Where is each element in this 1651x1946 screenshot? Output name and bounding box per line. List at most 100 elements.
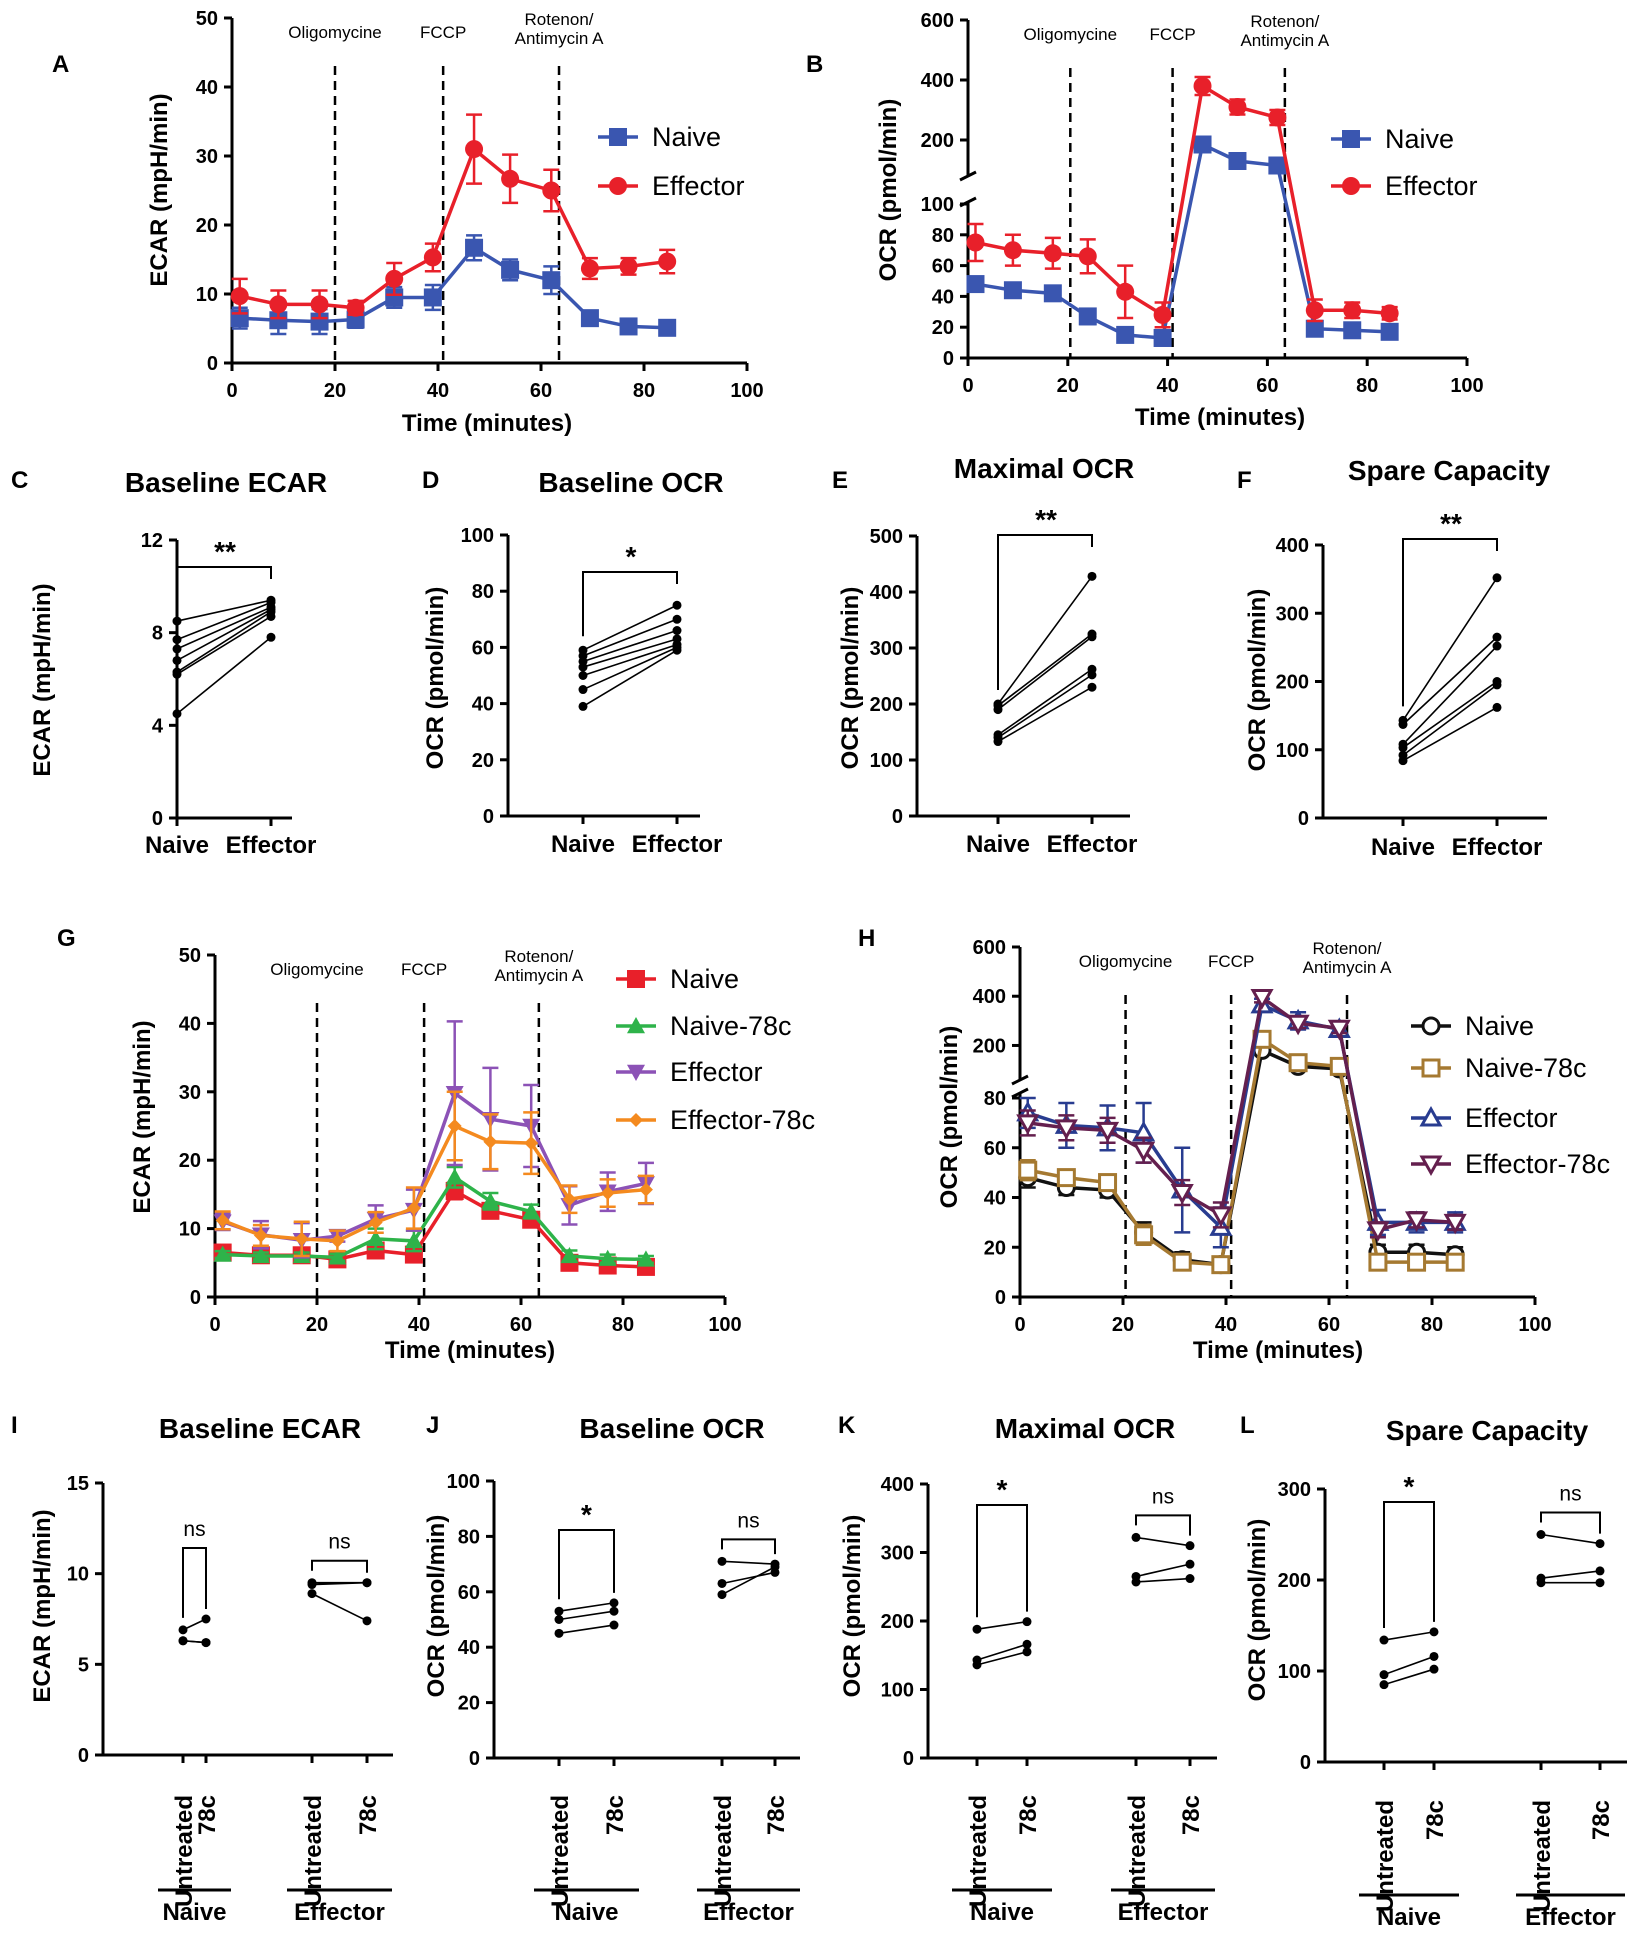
y-tick-label: 300 bbox=[881, 1543, 914, 1565]
data-point bbox=[172, 709, 182, 719]
data-point bbox=[1134, 1225, 1154, 1245]
y-tick-label: 200 bbox=[881, 1611, 914, 1633]
pair-line bbox=[976, 1651, 1028, 1666]
y-tick-label: 40 bbox=[458, 1637, 480, 1659]
legend-marker bbox=[1421, 1058, 1441, 1078]
data-point bbox=[178, 1625, 188, 1635]
data-point bbox=[609, 1598, 619, 1608]
category-label: Naive bbox=[145, 832, 209, 859]
legend-label: Effector-78c bbox=[1465, 1149, 1610, 1179]
data-point bbox=[1288, 1053, 1308, 1073]
y-tick-label: 300 bbox=[1276, 603, 1309, 625]
pair-line bbox=[997, 636, 1093, 711]
data-point bbox=[580, 309, 599, 328]
significance-label: ns bbox=[1152, 1485, 1174, 1508]
group-label: Effector bbox=[1525, 1904, 1616, 1931]
data-point bbox=[1492, 632, 1502, 642]
data-point bbox=[562, 1192, 577, 1207]
y-axis-label: OCR (pmol/min) bbox=[875, 99, 902, 282]
y-axis-label: ECAR (mpH/min) bbox=[29, 1509, 56, 1702]
category-label: Naive bbox=[966, 831, 1030, 858]
y-tick-label: 30 bbox=[196, 146, 218, 168]
x-axis-label: Time (minutes) bbox=[1135, 404, 1305, 431]
y-axis-label: ECAR (mpH/min) bbox=[29, 583, 56, 776]
data-point bbox=[522, 1202, 541, 1219]
data-point bbox=[328, 1248, 347, 1265]
data-point bbox=[307, 1580, 317, 1590]
category-label: Effector bbox=[1047, 831, 1138, 858]
injection-label: Oligomycine bbox=[270, 960, 364, 979]
data-point bbox=[717, 1556, 727, 1566]
data-point bbox=[1185, 1541, 1195, 1551]
injection-label: FCCP bbox=[1208, 952, 1254, 971]
data-point bbox=[1492, 573, 1502, 583]
panel-h: H 0 20 40 60 80 100 0 20 40 60 80 200 400 600 Time (min… bbox=[858, 925, 1610, 1364]
category-label: 78c bbox=[355, 1795, 382, 1835]
panel-label: J bbox=[426, 1412, 439, 1439]
x-tick-label: 20 bbox=[306, 1314, 328, 1336]
data-point bbox=[385, 288, 404, 307]
panel-d: D Baseline OCR 0 20 40 60 80 100 Naive Effector OC… bbox=[422, 467, 724, 858]
y-tick-label: 60 bbox=[984, 1138, 1006, 1160]
data-point bbox=[578, 671, 588, 680]
data-point bbox=[213, 1245, 232, 1262]
data-point bbox=[1429, 1627, 1439, 1637]
data-point bbox=[1056, 1168, 1076, 1188]
series-line bbox=[239, 245, 668, 330]
y-tick-label: 80 bbox=[984, 1088, 1006, 1110]
pair-line bbox=[176, 636, 272, 715]
data-point bbox=[524, 1136, 539, 1151]
x-tick-label: 0 bbox=[1014, 1314, 1025, 1336]
y-tick-label: 400 bbox=[1276, 535, 1309, 557]
panel-label: A bbox=[52, 51, 69, 78]
injection-label: Rotenon/ bbox=[504, 947, 573, 966]
panel-label: G bbox=[57, 925, 76, 952]
y-axis-label: OCR (pmol/min) bbox=[1244, 1519, 1271, 1702]
y-tick-label: 5 bbox=[78, 1654, 89, 1676]
y-tick-label: 0 bbox=[78, 1745, 89, 1767]
data-point bbox=[1492, 641, 1502, 651]
data-point bbox=[1087, 682, 1097, 692]
data-point bbox=[1043, 244, 1062, 263]
injection-label: Rotenon/ bbox=[1250, 12, 1319, 31]
injection-label: Oligomycine bbox=[288, 23, 382, 42]
panel-e: E Maximal OCR 0 100 200 300 400 500 Naive Effecto… bbox=[832, 453, 1137, 858]
data-point bbox=[1095, 1121, 1120, 1143]
data-point bbox=[1185, 1574, 1195, 1584]
data-point bbox=[465, 140, 484, 159]
data-point bbox=[1404, 1211, 1429, 1232]
series-effector bbox=[966, 75, 1399, 329]
x-tick-label: 100 bbox=[730, 380, 763, 402]
y-tick-label: 10 bbox=[67, 1564, 89, 1586]
pair-line bbox=[1135, 1563, 1191, 1578]
data-point bbox=[609, 1606, 619, 1616]
y-axis-label: OCR (pmol/min) bbox=[936, 1026, 963, 1209]
y-tick-label: 50 bbox=[179, 945, 201, 967]
data-point bbox=[1343, 301, 1362, 320]
pair-line bbox=[721, 1566, 776, 1596]
pair-line bbox=[997, 674, 1093, 739]
significance-label: * bbox=[997, 1474, 1008, 1505]
y-tick-label: 20 bbox=[196, 215, 218, 237]
series-line bbox=[222, 1174, 646, 1262]
y-tick-label: 60 bbox=[472, 637, 494, 659]
chart-title: Maximal OCR bbox=[954, 453, 1135, 484]
data-point bbox=[1131, 1532, 1141, 1542]
axis-break-mark bbox=[1011, 1087, 1029, 1099]
data-point bbox=[172, 669, 182, 679]
category-label: Untreated bbox=[1529, 1800, 1556, 1912]
chart-title: Maximal OCR bbox=[995, 1413, 1176, 1444]
panel-j: J Baseline OCR 0 20 40 60 80 100 Untreated 78c Unt… bbox=[423, 1412, 800, 1926]
pair-line bbox=[311, 1581, 368, 1586]
data-point bbox=[619, 257, 638, 276]
x-tick-label: 100 bbox=[1518, 1314, 1551, 1336]
data-point bbox=[578, 685, 588, 695]
injection-label: Antimycin A bbox=[515, 29, 604, 48]
pair-line bbox=[176, 611, 272, 673]
data-point bbox=[172, 616, 182, 626]
data-point bbox=[385, 269, 404, 288]
data-point bbox=[366, 1229, 385, 1247]
data-point bbox=[638, 1182, 653, 1197]
data-point bbox=[619, 317, 638, 336]
